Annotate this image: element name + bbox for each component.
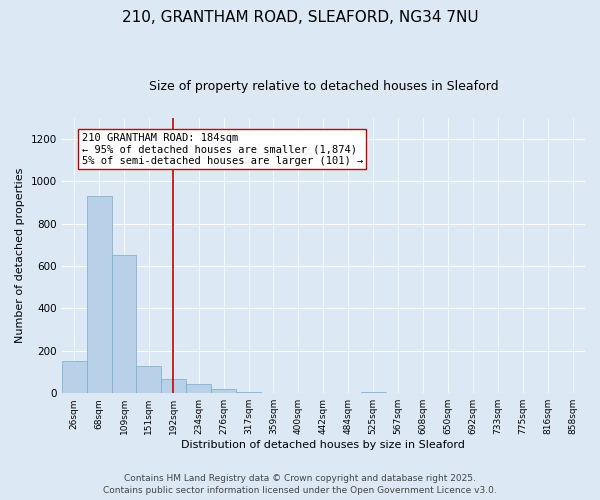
Bar xyxy=(236,392,261,393)
Bar xyxy=(361,392,386,393)
Title: Size of property relative to detached houses in Sleaford: Size of property relative to detached ho… xyxy=(149,80,498,93)
Bar xyxy=(211,389,236,393)
Y-axis label: Number of detached properties: Number of detached properties xyxy=(15,168,25,343)
Bar xyxy=(161,380,186,393)
Text: 210 GRANTHAM ROAD: 184sqm
← 95% of detached houses are smaller (1,874)
5% of sem: 210 GRANTHAM ROAD: 184sqm ← 95% of detac… xyxy=(82,132,363,166)
Bar xyxy=(86,196,112,393)
Bar xyxy=(62,362,86,393)
Bar xyxy=(186,384,211,393)
X-axis label: Distribution of detached houses by size in Sleaford: Distribution of detached houses by size … xyxy=(181,440,465,450)
Bar xyxy=(136,366,161,393)
Bar xyxy=(112,256,136,393)
Text: 210, GRANTHAM ROAD, SLEAFORD, NG34 7NU: 210, GRANTHAM ROAD, SLEAFORD, NG34 7NU xyxy=(122,10,478,25)
Text: Contains HM Land Registry data © Crown copyright and database right 2025.
Contai: Contains HM Land Registry data © Crown c… xyxy=(103,474,497,495)
